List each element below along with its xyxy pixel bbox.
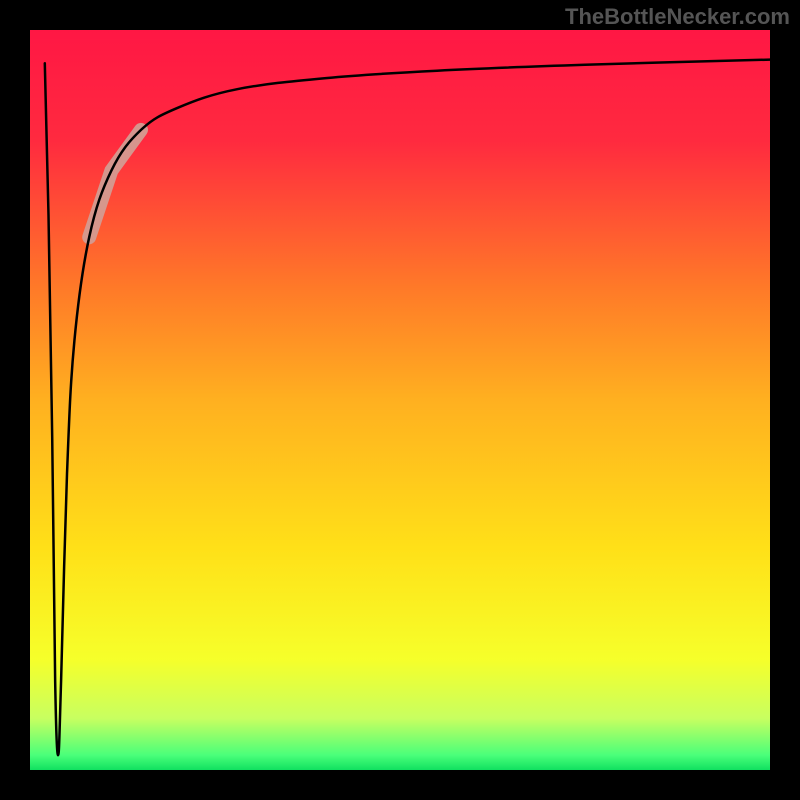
plot-container: TheBottleNecker.com: [0, 0, 800, 800]
watermark-text: TheBottleNecker.com: [565, 4, 790, 30]
chart-svg: [0, 0, 800, 800]
